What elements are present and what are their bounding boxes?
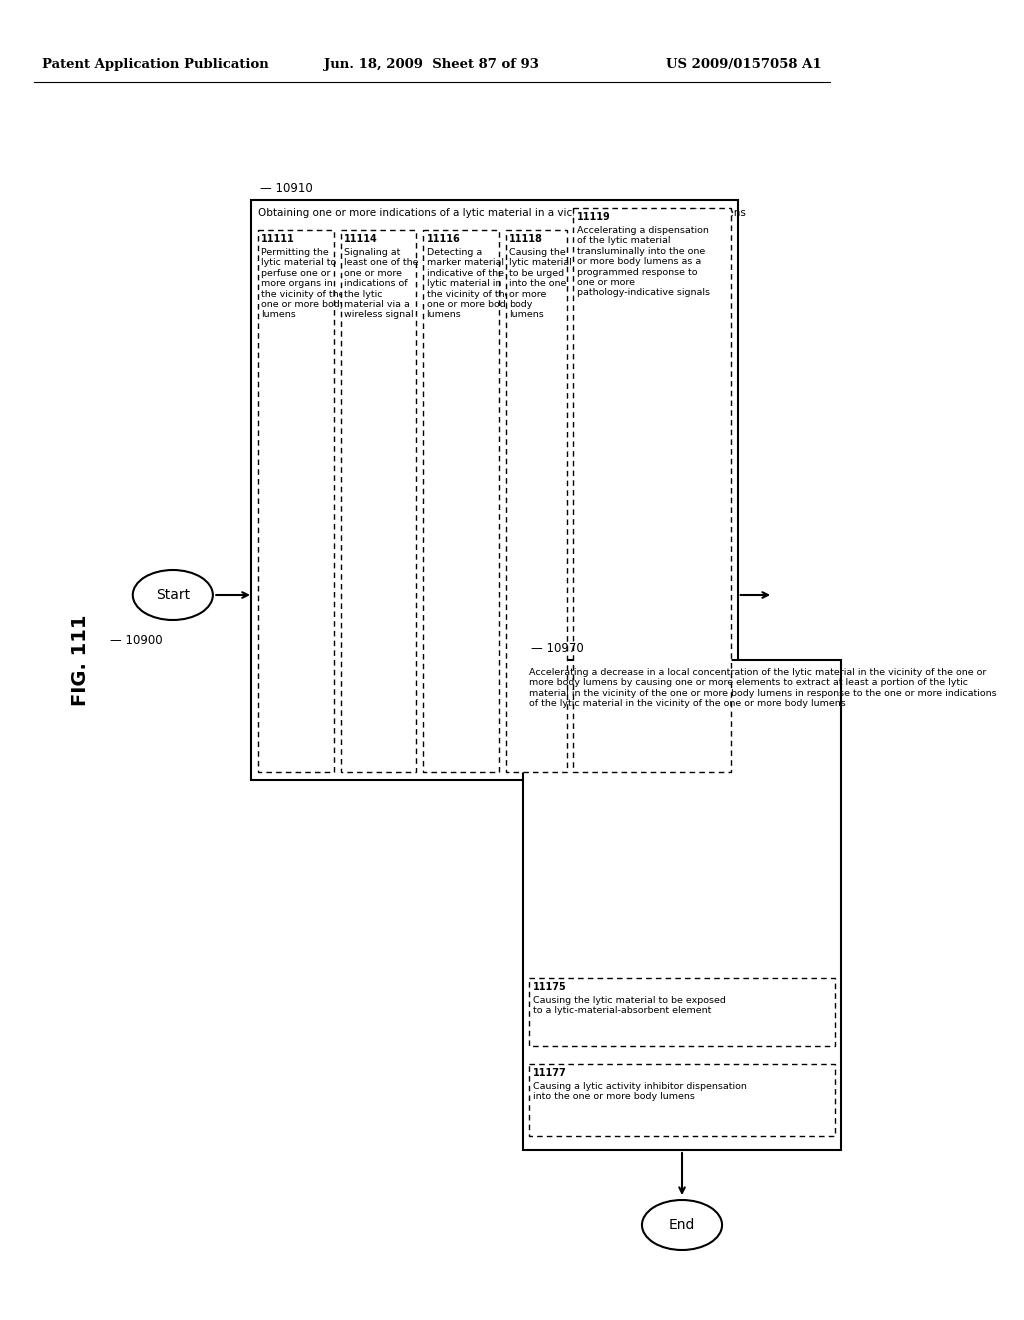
- Text: Start: Start: [156, 587, 189, 602]
- Text: End: End: [669, 1218, 695, 1232]
- Text: Accelerating a decrease in a local concentration of the lytic material in the vi: Accelerating a decrease in a local conce…: [529, 668, 997, 709]
- Text: Obtaining one or more indications of a lytic material in a vicinity of one or mo: Obtaining one or more indications of a l…: [258, 209, 745, 218]
- Bar: [522, 660, 842, 1150]
- Bar: [423, 230, 499, 772]
- Text: FIG. 111: FIG. 111: [71, 614, 89, 706]
- Text: Causing the
lytic material
to be urged
into the one
or more
body
lumens: Causing the lytic material to be urged i…: [509, 248, 572, 319]
- Text: Patent Application Publication: Patent Application Publication: [42, 58, 269, 71]
- Text: — 10900: — 10900: [110, 634, 162, 647]
- Text: 11116: 11116: [427, 234, 461, 244]
- Ellipse shape: [133, 570, 213, 620]
- Text: 11177: 11177: [532, 1068, 566, 1078]
- Text: 11118: 11118: [509, 234, 543, 244]
- Text: US 2009/0157058 A1: US 2009/0157058 A1: [667, 58, 822, 71]
- Text: — 10910: — 10910: [260, 182, 312, 195]
- Text: 11111: 11111: [261, 234, 295, 244]
- Text: Permitting the
lytic material to
perfuse one or
more organs in
the vicinity of t: Permitting the lytic material to perfuse…: [261, 248, 346, 319]
- Bar: [529, 1064, 835, 1137]
- Bar: [258, 230, 334, 772]
- Bar: [251, 201, 737, 780]
- Bar: [506, 230, 566, 772]
- Text: Detecting a
marker material
indicative of the
lytic material in
the vicinity of : Detecting a marker material indicative o…: [427, 248, 511, 319]
- Bar: [341, 230, 417, 772]
- Text: Jun. 18, 2009  Sheet 87 of 93: Jun. 18, 2009 Sheet 87 of 93: [325, 58, 539, 71]
- Text: Signaling at
least one of the
one or more
indications of
the lytic
material via : Signaling at least one of the one or mor…: [344, 248, 419, 319]
- Bar: [573, 209, 731, 772]
- Text: 11114: 11114: [344, 234, 378, 244]
- Ellipse shape: [642, 1200, 722, 1250]
- Text: Causing the lytic material to be exposed
to a lytic-material-absorbent element: Causing the lytic material to be exposed…: [532, 997, 726, 1015]
- Text: 11175: 11175: [532, 982, 566, 993]
- Text: — 10970: — 10970: [531, 642, 584, 655]
- Bar: [529, 978, 835, 1045]
- Text: Causing a lytic activity inhibitor dispensation
into the one or more body lumens: Causing a lytic activity inhibitor dispe…: [532, 1082, 746, 1101]
- Text: 11119: 11119: [577, 213, 610, 222]
- Text: Accelerating a dispensation
of the lytic material
transluminally into the one
or: Accelerating a dispensation of the lytic…: [577, 226, 710, 297]
